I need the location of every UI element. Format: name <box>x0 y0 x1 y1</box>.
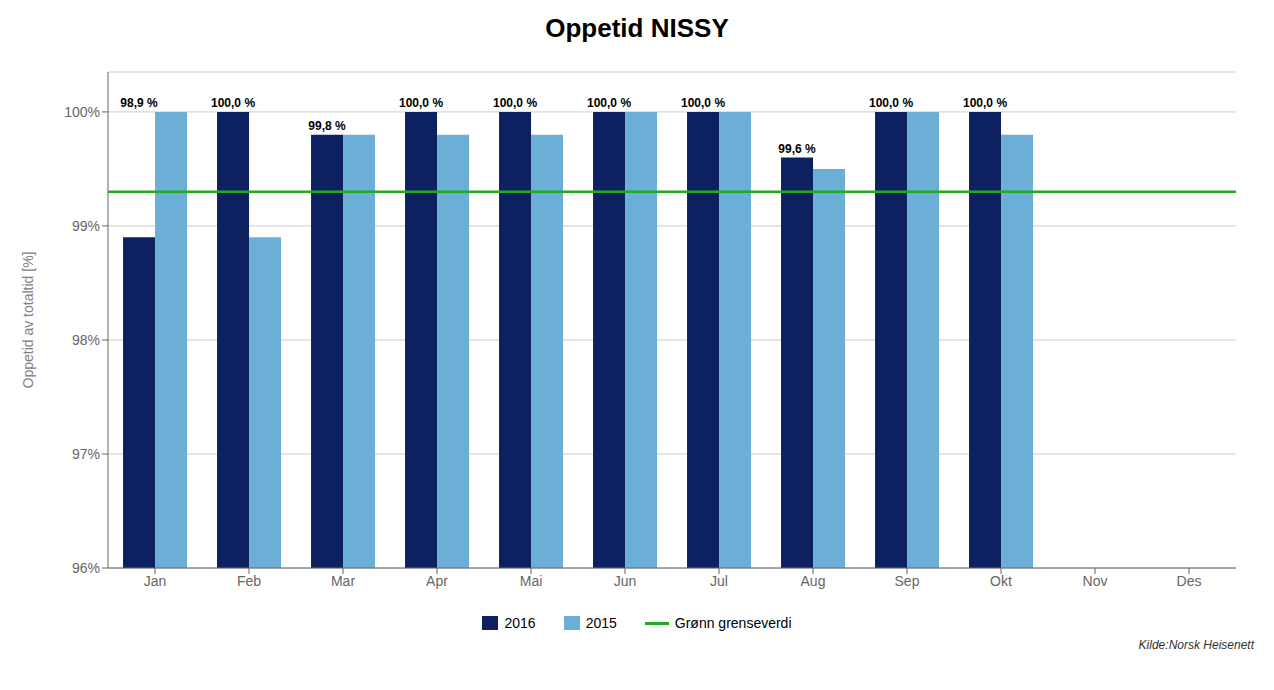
svg-text:98,9 %: 98,9 % <box>120 96 158 110</box>
svg-text:Nov: Nov <box>1083 573 1108 589</box>
html-text:Kilde:Norsk Heisenett: Kilde:Norsk Heisenett <box>1138 638 1254 652</box>
svg-text:Aug: Aug <box>801 573 826 589</box>
html-text:2015: 2015 <box>585 615 617 631</box>
svg-text:Okt: Okt <box>990 573 1012 589</box>
svg-text:97%: 97% <box>72 446 100 462</box>
svg-text:Apr: Apr <box>426 573 448 589</box>
html-text:Grønn grenseverdi: Grønn grenseverdi <box>674 615 792 631</box>
svg-text:100,0 %: 100,0 % <box>493 96 537 110</box>
svg-text:100,0 %: 100,0 % <box>399 96 443 110</box>
svg-text:100,0 %: 100,0 % <box>869 96 913 110</box>
svg-text:Jul: Jul <box>710 573 728 589</box>
svg-text:Mar: Mar <box>331 573 355 589</box>
svg-text:100,0 %: 100,0 % <box>681 96 725 110</box>
svg-text:Des: Des <box>1177 573 1202 589</box>
svg-text:100,0 %: 100,0 % <box>963 96 1007 110</box>
html-text:2016: 2016 <box>504 615 536 631</box>
svg-text:100,0 %: 100,0 % <box>587 96 631 110</box>
svg-text:100%: 100% <box>64 104 100 120</box>
svg-text:Oppetid av totaltid [%]: Oppetid av totaltid [%] <box>20 252 36 389</box>
svg-text:Mai: Mai <box>520 573 543 589</box>
svg-text:99,8 %: 99,8 % <box>308 119 346 133</box>
svg-text:Feb: Feb <box>237 573 261 589</box>
svg-text:100,0 %: 100,0 % <box>211 96 255 110</box>
svg-text:98%: 98% <box>72 332 100 348</box>
svg-text:99%: 99% <box>72 218 100 234</box>
svg-text:Sep: Sep <box>895 573 920 589</box>
html-text:Oppetid NISSY: Oppetid NISSY <box>545 13 729 43</box>
svg-text:Jan: Jan <box>144 573 167 589</box>
svg-text:96%: 96% <box>72 560 100 576</box>
svg-text:Jun: Jun <box>614 573 637 589</box>
svg-text:99,6 %: 99,6 % <box>778 142 816 156</box>
